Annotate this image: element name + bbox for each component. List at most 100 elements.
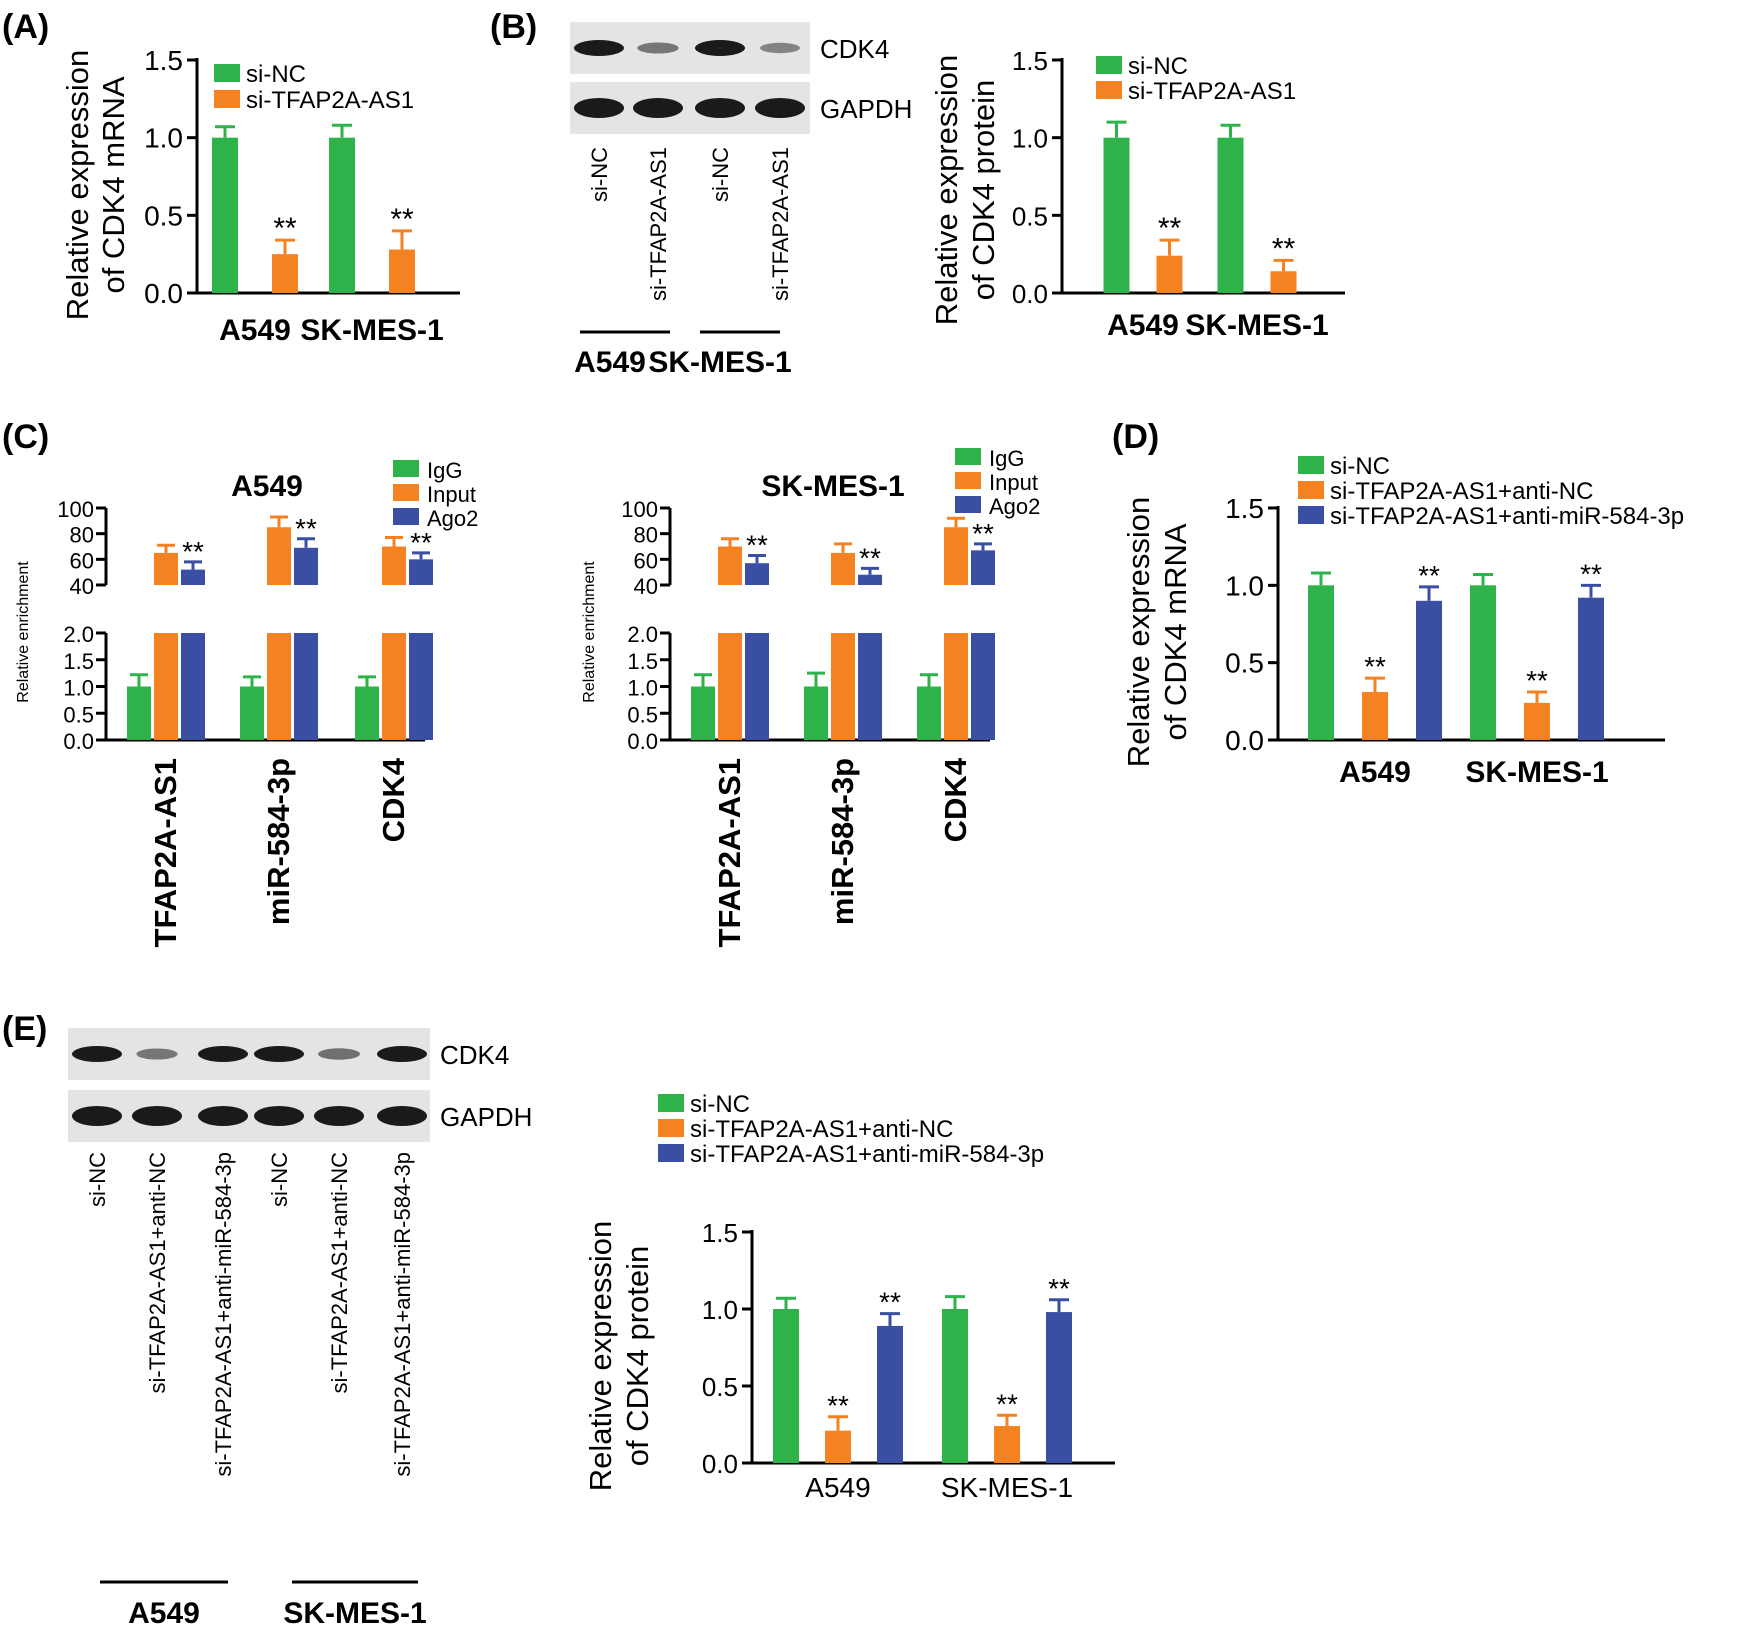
bar [1578,597,1604,740]
y-axis-label: Relative enrichment [15,561,32,703]
bar-lower-segment [294,633,318,740]
category-label: SK-MES-1 [1465,756,1608,789]
legend-label: IgG [989,446,1024,471]
bar [127,686,151,740]
y-tick-label: 1.5 [702,1218,738,1248]
y-tick-label: 1.5 [1225,493,1264,524]
legend-swatch [1096,56,1122,74]
blot-membrane [68,1090,430,1142]
y-tick-label: 0.0 [702,1449,738,1479]
y-tick-label: 1.0 [63,676,94,701]
legend-swatch [658,1094,684,1112]
blot-band [695,40,745,56]
blot-group-label: SK-MES-1 [283,1597,426,1630]
y-axis-label: Relative expression [1121,497,1156,768]
blot-membrane [68,1028,430,1080]
y-tick-label: 0.0 [1012,279,1048,309]
y-tick-label: 40 [634,574,658,599]
significance-marker: ** [182,536,204,567]
y-axis-label: Relative expression [60,50,95,321]
western-blot-e: CDK4 GAPDH si-NC si-TFAP2A-AS1+anti-NC si-TF… [68,1028,532,1630]
significance-marker: ** [1526,665,1548,696]
legend-swatch [214,90,240,108]
legend-label: Ago2 [427,506,478,531]
y-tick-label: 0.5 [144,200,183,231]
bar-lower-segment [154,633,178,740]
bar [1103,137,1130,293]
y-tick-label: 1.5 [627,649,658,674]
legend-label: Input [427,482,476,507]
blot-band [377,1046,427,1062]
y-tick-label: 60 [634,548,658,573]
significance-marker: ** [1364,651,1386,682]
bar [1308,585,1334,740]
legend-swatch [1298,506,1324,524]
significance-marker: ** [1158,212,1182,245]
bar-upper-segment [181,569,205,585]
bar-upper-segment [831,552,855,585]
blot-row-label: CDK4 [820,34,889,64]
panel-label-d: (D) [1112,418,1159,456]
category-label: TFAP2A-AS1 [712,758,747,947]
y-tick-label: 60 [70,548,94,573]
legend-label: si-TFAP2A-AS1+anti-NC [690,1116,953,1143]
blot-row-label: GAPDH [820,94,912,124]
significance-marker: ** [827,1390,849,1421]
y-tick-label: 40 [70,574,94,599]
y-tick-label: 1.0 [144,123,183,154]
panel-label-c: (C) [2,418,49,456]
y-tick-label: 1.5 [144,45,183,76]
blot-lane-label: si-NC [587,147,612,202]
bar [877,1325,903,1463]
category-label: A549 [805,1472,870,1503]
category-label: miR-584-3p [825,758,860,925]
bar-lower-segment [181,633,205,740]
bar [329,137,355,293]
bar [1046,1312,1072,1463]
legend-label: si-TFAP2A-AS1+anti-miR-584-3p [690,1141,1044,1168]
blot-band [136,1048,178,1060]
legend-swatch [393,508,419,525]
bar-lower-segment [858,633,882,740]
bar [825,1430,851,1463]
significance-marker: ** [879,1287,901,1318]
significance-marker: ** [273,212,297,245]
y-axis-label: Relative expression [929,55,964,326]
blot-lane-label: si-TFAP2A-AS1+anti-NC [145,1152,170,1394]
bar-lower-segment [382,633,406,740]
significance-marker: ** [1580,558,1602,589]
legend-swatch [955,496,981,513]
blot-band [760,42,800,54]
significance-marker: ** [410,527,432,558]
blot-lane-label: si-TFAP2A-AS1+anti-miR-584-3p [390,1152,415,1477]
y-tick-label: 80 [634,523,658,548]
western-blot-b: CDK4 GAPDH si-NC si-TFAP2A-AS1 si-NC si-TFAP2… [570,22,912,379]
bar-upper-segment [944,527,968,585]
legend-swatch [1298,456,1324,474]
significance-marker: ** [1272,232,1296,265]
blot-band [198,1046,248,1062]
legend-label: Ago2 [989,494,1040,519]
bar [240,686,264,740]
y-axis-label: of CDK4 mRNA [1158,523,1193,740]
blot-band [695,98,745,118]
y-tick-label: 100 [621,497,658,522]
category-label: CDK4 [376,757,411,842]
y-tick-label: 1.0 [627,676,658,701]
significance-marker: ** [1418,560,1440,591]
blot-band [132,1106,182,1126]
significance-marker: ** [859,542,881,573]
y-tick-label: 0.5 [1225,648,1264,679]
y-tick-label: 1.5 [1012,46,1048,76]
blot-band [318,1048,360,1060]
legend-label: si-NC [1128,53,1188,80]
chart-a: 0.0 0.5 1.0 1.5 ** A549 ** SK-MES-1 Relative exp… [60,45,460,347]
y-tick-label: 1.0 [702,1295,738,1325]
blot-band [254,1106,304,1126]
legend-swatch [658,1144,684,1162]
bar [917,686,941,740]
bar-upper-segment [718,546,742,585]
y-axis-label: of CDK4 protein [620,1246,655,1467]
